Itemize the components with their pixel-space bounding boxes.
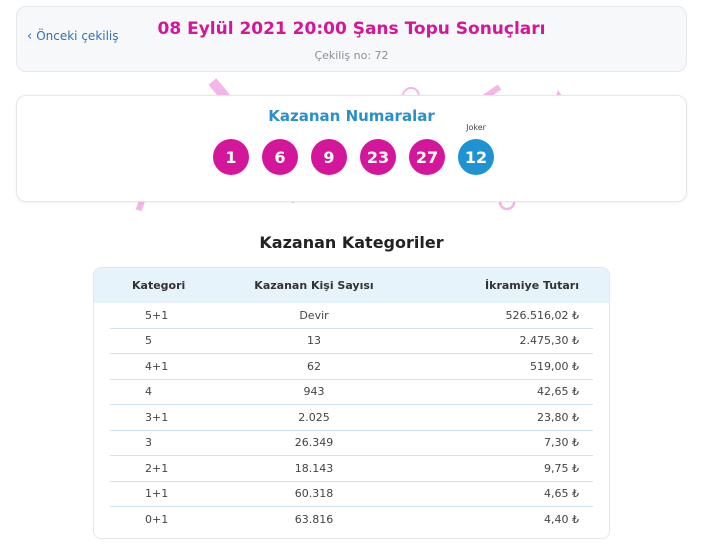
row-winners: 943 — [303, 385, 325, 399]
row-winners: 63.816 — [294, 513, 334, 527]
row-category: 1+1 — [145, 487, 169, 501]
table-row: 5+1 Devir 526.516,02 ₺ — [110, 303, 593, 329]
row-category: 4 — [145, 385, 152, 399]
row-prize: 9,75 ₺ — [544, 461, 579, 475]
categories-table: Kategori Kazanan Kişi Sayısı İkramiye Tu… — [93, 267, 610, 539]
row-winners: 2.025 — [298, 410, 330, 424]
row-category: 3 — [145, 436, 152, 450]
row-winners: 60.318 — [294, 487, 334, 501]
row-winners: 13 — [307, 334, 321, 348]
row-category: 5 — [145, 334, 152, 348]
table-row: 3 26.349 7,30 ₺ — [110, 431, 593, 456]
number-ball: 27 — [409, 139, 445, 175]
row-category: 5+1 — [145, 308, 169, 322]
row-prize: 4,40 ₺ — [544, 513, 579, 527]
row-prize: 7,30 ₺ — [544, 436, 579, 450]
row-prize: 519,00 ₺ — [530, 359, 579, 373]
row-winners: Devir — [299, 308, 329, 322]
winning-numbers-card: Kazanan Numaralar 1 6 9 23 27 Joker 12 — [16, 95, 687, 202]
chevron-left-icon: ‹ — [27, 28, 33, 44]
number-ball: 23 — [360, 139, 396, 175]
table-row: 4 943 42,65 ₺ — [110, 380, 593, 405]
joker-label: Joker — [466, 123, 486, 132]
row-prize: 526.516,02 ₺ — [505, 308, 579, 322]
winning-balls: 1 6 9 23 27 Joker 12 — [213, 123, 494, 175]
table-body: 5+1 Devir 526.516,02 ₺ 5 13 2.475,30 ₺ 4+1 62 51… — [94, 303, 609, 533]
row-category: 2+1 — [145, 461, 169, 475]
table-row: 2+1 18.143 9,75 ₺ — [110, 456, 593, 482]
table-header: Kategori Kazanan Kişi Sayısı İkramiye Tu… — [94, 268, 609, 303]
draw-number: Çekiliş no: 72 — [314, 49, 389, 62]
row-category: 4+1 — [145, 359, 169, 373]
table-row: 3+1 2.025 23,80 ₺ — [110, 405, 593, 431]
row-prize: 4,65 ₺ — [544, 487, 579, 501]
table-row: 0+1 63.816 4,40 ₺ — [110, 507, 593, 533]
winning-numbers-title: Kazanan Numaralar — [268, 107, 435, 125]
number-ball: 1 — [213, 139, 249, 175]
header-winners: Kazanan Kişi Sayısı — [254, 279, 374, 292]
row-prize: 23,80 ₺ — [537, 410, 579, 424]
row-prize: 42,65 ₺ — [537, 385, 579, 399]
joker-number: 12 — [464, 147, 488, 167]
row-winners: 62 — [307, 359, 321, 373]
row-prize: 2.475,30 ₺ — [519, 334, 579, 348]
header-card: ‹ Önceki çekiliş 08 Eylül 2021 20:00 Şan… — [16, 6, 687, 72]
joker-ball: Joker 12 — [458, 123, 494, 175]
table-row: 4+1 62 519,00 ₺ — [110, 354, 593, 380]
header-category: Kategori — [132, 279, 186, 292]
number-ball: 6 — [262, 139, 298, 175]
row-category: 0+1 — [145, 513, 169, 527]
row-category: 3+1 — [145, 410, 169, 424]
table-row: 5 13 2.475,30 ₺ — [110, 329, 593, 354]
header-prize: İkramiye Tutarı — [485, 279, 579, 292]
row-winners: 18.143 — [294, 461, 334, 475]
number-ball: 9 — [311, 139, 347, 175]
page-title: 08 Eylül 2021 20:00 Şans Topu Sonuçları — [157, 19, 546, 39]
categories-title: Kazanan Kategoriler — [259, 233, 444, 252]
previous-draw-link[interactable]: ‹ Önceki çekiliş — [27, 29, 119, 43]
table-row: 1+1 60.318 4,65 ₺ — [110, 482, 593, 507]
previous-draw-label: Önceki çekiliş — [36, 29, 119, 43]
row-winners: 26.349 — [294, 436, 334, 450]
